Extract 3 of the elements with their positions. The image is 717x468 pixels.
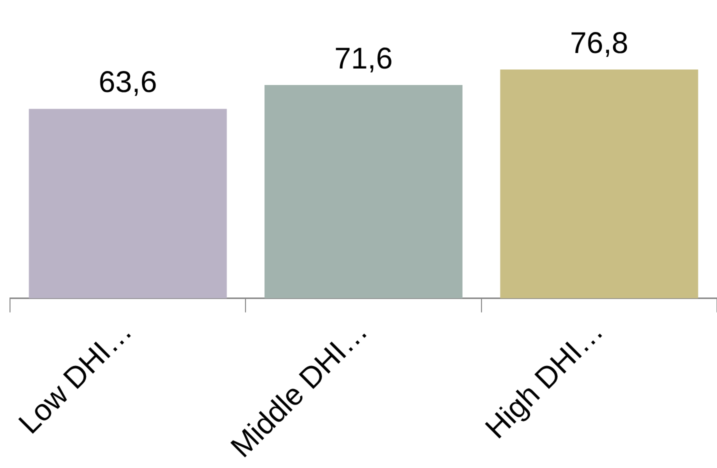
data-label: 76,8 [570,26,628,60]
data-label: 63,6 [98,66,158,100]
data-label: 71,6 [334,42,393,76]
